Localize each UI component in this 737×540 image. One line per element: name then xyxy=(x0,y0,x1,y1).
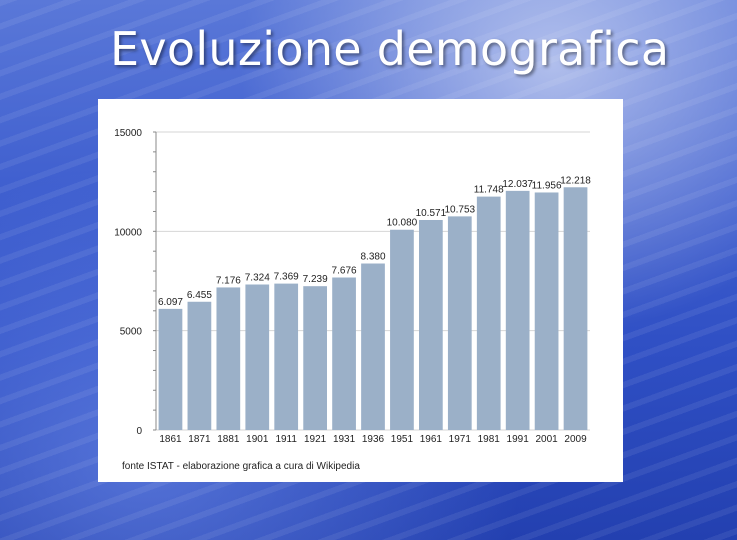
data-label: 11.748 xyxy=(474,185,504,196)
x-tick-label: 1961 xyxy=(420,434,443,445)
y-tick-label: 10000 xyxy=(114,227,142,238)
data-label: 10.080 xyxy=(387,218,418,229)
data-label: 10.571 xyxy=(416,208,447,219)
bar xyxy=(158,308,183,430)
bar xyxy=(505,190,530,430)
bar xyxy=(476,196,501,430)
bar xyxy=(563,187,588,430)
data-label: 7.324 xyxy=(245,272,270,283)
x-tick-label: 1951 xyxy=(391,434,414,445)
x-tick-label: 1911 xyxy=(275,434,297,445)
bar xyxy=(361,263,385,430)
data-label: 10.753 xyxy=(445,204,476,215)
y-tick-label: 0 xyxy=(136,426,142,437)
y-tick-label: 15000 xyxy=(114,128,142,139)
data-label: 8.380 xyxy=(360,252,385,263)
data-label: 12.218 xyxy=(560,175,591,186)
bar xyxy=(390,229,414,430)
bar xyxy=(447,216,472,430)
slide-title: Evoluzione demografica xyxy=(110,22,670,76)
bar xyxy=(216,287,241,430)
data-label: 7.676 xyxy=(332,266,357,277)
x-tick-label: 1936 xyxy=(362,434,385,445)
chart-panel: 0 5000 10000 15000 6.097 1861 6.455 1871 7.176 18… xyxy=(98,99,623,482)
y-tick-label: 5000 xyxy=(120,327,143,338)
data-label: 7.369 xyxy=(274,272,299,283)
population-bar-chart: 0 5000 10000 15000 6.097 1861 6.455 1871 7.176 18… xyxy=(114,128,591,445)
x-tick-label: 1921 xyxy=(304,434,327,445)
x-tick-label: 1981 xyxy=(478,434,501,445)
bar xyxy=(187,301,212,430)
source-note: fonte ISTAT - elaborazione grafica a cur… xyxy=(122,461,360,472)
data-label: 12.037 xyxy=(502,179,533,190)
bar xyxy=(534,192,559,430)
x-tick-label: 1881 xyxy=(217,434,240,445)
x-tick-label: 2001 xyxy=(535,434,558,445)
x-tick-label: 2009 xyxy=(564,434,587,445)
bar xyxy=(245,284,270,430)
x-tick-label: 1871 xyxy=(188,434,211,445)
x-tick-label: 1861 xyxy=(159,434,182,445)
x-tick-label: 1931 xyxy=(333,434,356,445)
data-label: 7.176 xyxy=(216,275,241,286)
bar xyxy=(274,283,299,430)
x-tick-label: 1971 xyxy=(449,434,472,445)
bar xyxy=(419,219,443,430)
data-label: 6.455 xyxy=(187,290,212,301)
x-tick-label: 1901 xyxy=(246,434,269,445)
data-label: 7.239 xyxy=(303,274,328,285)
bar xyxy=(332,277,356,430)
data-label: 11.956 xyxy=(532,180,562,191)
bar xyxy=(303,286,327,430)
data-label: 6.097 xyxy=(158,297,183,308)
x-tick-label: 1991 xyxy=(507,434,530,445)
